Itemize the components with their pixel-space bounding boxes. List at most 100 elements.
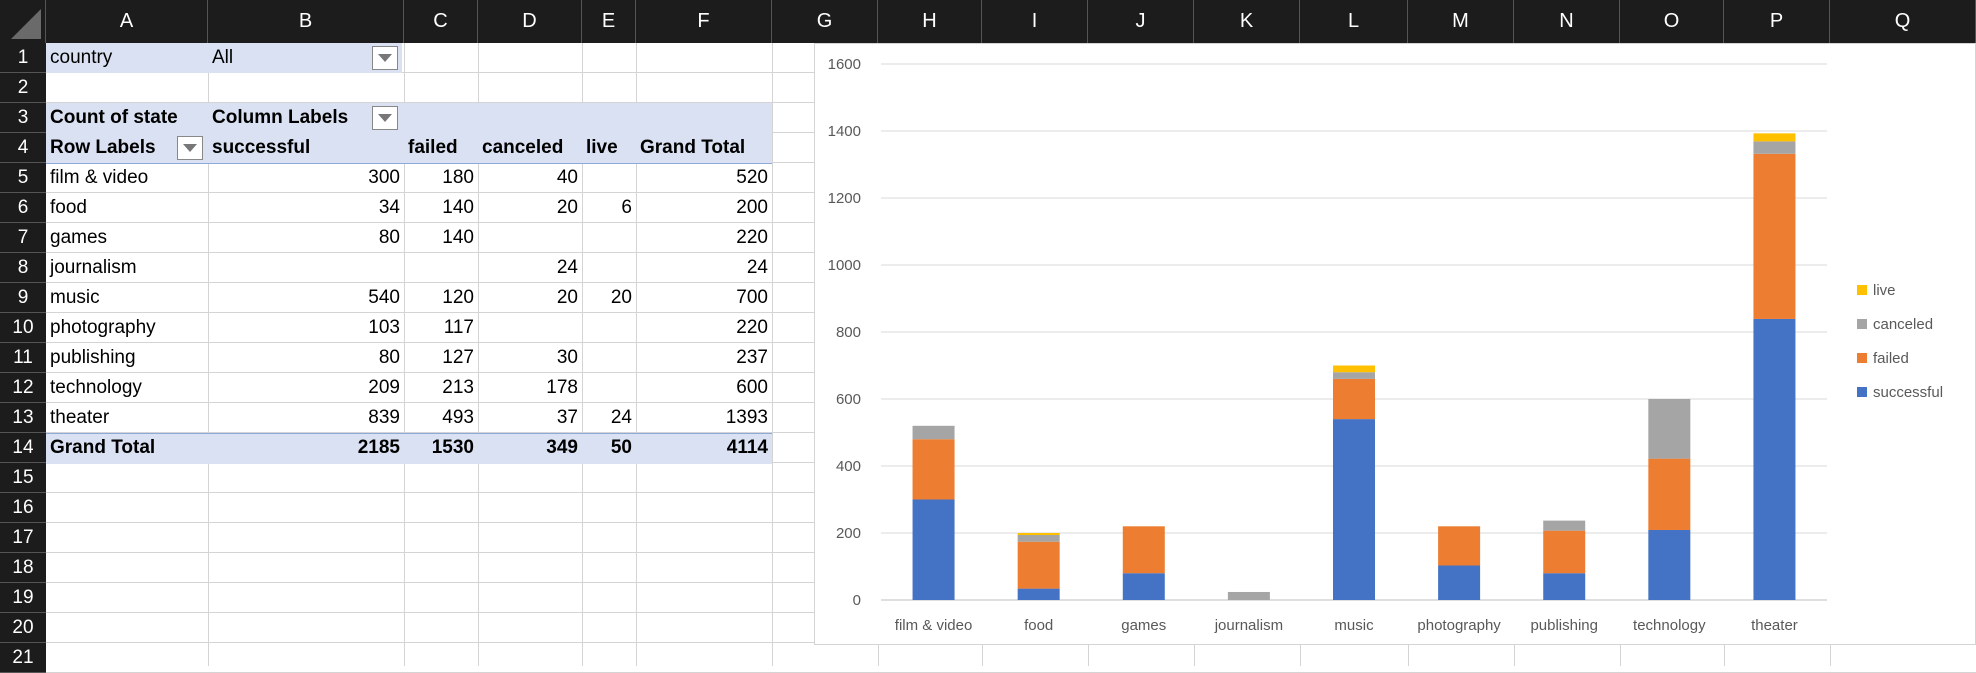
header-failed[interactable]: failed <box>408 137 458 158</box>
value-cell[interactable]: 349 <box>546 437 578 458</box>
column-header-j[interactable]: J <box>1088 0 1194 43</box>
value-cell[interactable]: 1530 <box>431 437 474 458</box>
row-header-8[interactable]: 8 <box>0 253 46 283</box>
value-cell[interactable]: 50 <box>610 437 632 458</box>
column-header-m[interactable]: M <box>1408 0 1514 43</box>
value-cell[interactable]: 20 <box>556 197 578 218</box>
value-cell[interactable]: 493 <box>442 407 474 428</box>
filter-value[interactable]: All <box>212 47 234 68</box>
header-canceled[interactable]: canceled <box>482 137 564 158</box>
row-header-10[interactable]: 10 <box>0 313 46 343</box>
row-header-4[interactable]: 4 <box>0 133 46 163</box>
row-label[interactable]: journalism <box>50 257 137 278</box>
row-label[interactable]: food <box>50 197 87 218</box>
value-cell[interactable] <box>582 313 636 343</box>
value-cell[interactable]: 80 <box>378 227 400 248</box>
column-header-h[interactable]: H <box>878 0 982 43</box>
column-header-a[interactable]: A <box>46 0 208 43</box>
value-cell[interactable]: 103 <box>368 317 400 338</box>
row-header-17[interactable]: 17 <box>0 523 46 553</box>
value-cell[interactable]: 520 <box>736 167 768 188</box>
row-labels-dropdown-button[interactable] <box>177 136 203 160</box>
value-cell[interactable] <box>582 253 636 283</box>
row-header-5[interactable]: 5 <box>0 163 46 193</box>
value-cell[interactable]: 30 <box>556 347 578 368</box>
value-cell[interactable]: 839 <box>368 407 400 428</box>
value-cell[interactable]: 140 <box>442 197 474 218</box>
row-labels-label[interactable]: Row Labels <box>50 137 156 158</box>
column-header-e[interactable]: E <box>582 0 636 43</box>
value-cell[interactable]: 700 <box>736 287 768 308</box>
row-header-21[interactable]: 21 <box>0 643 46 673</box>
row-header-13[interactable]: 13 <box>0 403 46 433</box>
value-cell[interactable]: 37 <box>556 407 578 428</box>
grand-total-label[interactable]: Grand Total <box>50 437 156 458</box>
value-cell[interactable] <box>582 163 636 193</box>
value-cell[interactable]: 220 <box>736 317 768 338</box>
row-header-11[interactable]: 11 <box>0 343 46 373</box>
row-label[interactable]: games <box>50 227 108 248</box>
row-label[interactable]: film & video <box>50 167 149 188</box>
value-cell[interactable]: 300 <box>368 167 400 188</box>
row-header-7[interactable]: 7 <box>0 223 46 253</box>
value-cell[interactable]: 117 <box>443 317 474 338</box>
header-successful[interactable]: successful <box>212 137 311 158</box>
row-header-6[interactable]: 6 <box>0 193 46 223</box>
header-live[interactable]: live <box>586 137 618 158</box>
column-labels-dropdown-button[interactable] <box>372 106 398 130</box>
column-header-n[interactable]: N <box>1514 0 1620 43</box>
value-cell[interactable]: 20 <box>610 287 632 308</box>
value-cell[interactable]: 6 <box>621 197 632 218</box>
value-cell[interactable]: 2185 <box>357 437 400 458</box>
filter-dropdown-button[interactable] <box>372 46 398 70</box>
value-cell[interactable]: 24 <box>556 257 578 278</box>
count-of-state-label[interactable]: Count of state <box>50 107 178 128</box>
value-cell[interactable]: 4114 <box>726 437 768 458</box>
value-cell[interactable]: 127 <box>442 347 474 368</box>
header-grand-total[interactable]: Grand Total <box>640 137 746 158</box>
select-all-corner[interactable] <box>0 0 46 43</box>
filter-label[interactable]: country <box>50 47 113 68</box>
row-header-16[interactable]: 16 <box>0 493 46 523</box>
value-cell[interactable]: 178 <box>546 377 578 398</box>
value-cell[interactable]: 209 <box>368 377 400 398</box>
column-header-q[interactable]: Q <box>1830 0 1976 43</box>
column-header-p[interactable]: P <box>1724 0 1830 43</box>
value-cell[interactable]: 140 <box>442 227 474 248</box>
row-label[interactable]: publishing <box>50 347 136 368</box>
column-labels-label[interactable]: Column Labels <box>212 107 349 128</box>
row-header-9[interactable]: 9 <box>0 283 46 313</box>
value-cell[interactable]: 600 <box>736 377 768 398</box>
row-label[interactable]: photography <box>50 317 156 338</box>
stacked-bar-chart[interactable]: 0 200 400 600 800 1000 1200 1400 1600 film & vide… <box>814 43 1976 645</box>
value-cell[interactable]: 80 <box>378 347 400 368</box>
value-cell[interactable]: 220 <box>736 227 768 248</box>
value-cell[interactable]: 24 <box>610 407 632 428</box>
column-header-k[interactable]: K <box>1194 0 1300 43</box>
row-header-2[interactable]: 2 <box>0 73 46 103</box>
value-cell[interactable]: 180 <box>442 167 474 188</box>
column-header-c[interactable]: C <box>404 0 478 43</box>
value-cell[interactable]: 40 <box>556 167 578 188</box>
value-cell[interactable] <box>404 253 478 283</box>
column-header-b[interactable]: B <box>208 0 404 43</box>
column-header-l[interactable]: L <box>1300 0 1408 43</box>
row-header-1[interactable]: 1 <box>0 43 46 73</box>
row-label[interactable]: music <box>50 287 100 308</box>
column-header-d[interactable]: D <box>478 0 582 43</box>
column-header-g[interactable]: G <box>772 0 878 43</box>
value-cell[interactable] <box>208 253 404 283</box>
value-cell[interactable]: 24 <box>746 257 768 278</box>
value-cell[interactable]: 213 <box>442 377 474 398</box>
row-header-3[interactable]: 3 <box>0 103 46 133</box>
value-cell[interactable] <box>478 313 582 343</box>
row-header-14[interactable]: 14 <box>0 433 46 463</box>
value-cell[interactable]: 20 <box>556 287 578 308</box>
column-header-f[interactable]: F <box>636 0 772 43</box>
value-cell[interactable] <box>582 373 636 403</box>
row-header-15[interactable]: 15 <box>0 463 46 493</box>
row-header-19[interactable]: 19 <box>0 583 46 613</box>
value-cell[interactable]: 34 <box>378 197 400 218</box>
value-cell[interactable] <box>582 223 636 253</box>
value-cell[interactable] <box>478 223 582 253</box>
